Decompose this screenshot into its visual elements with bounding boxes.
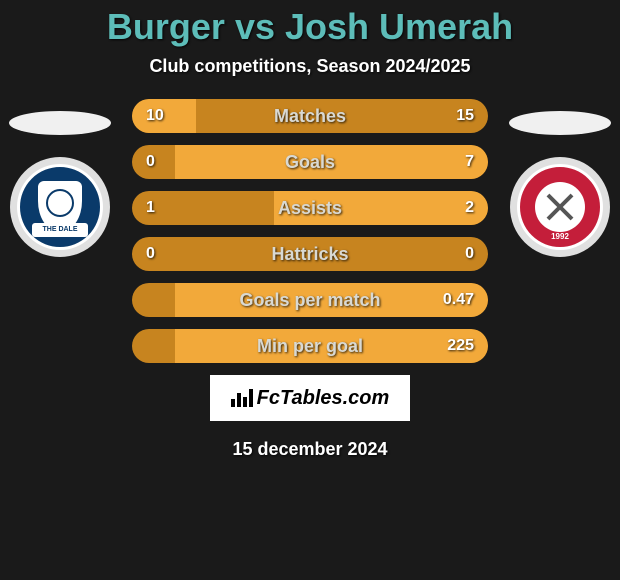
stat-value-right: 0.47 [443, 291, 474, 309]
stat-bar: 10Matches15 [132, 99, 488, 133]
player1-name: Burger [107, 6, 225, 47]
crest-left-banner: THE DALE [32, 223, 88, 237]
stat-value-right: 15 [456, 107, 474, 125]
crest-left-inner: THE DALE [17, 164, 103, 250]
stat-label: Assists [132, 198, 488, 219]
date: 15 december 2024 [0, 439, 620, 460]
player1-ellipse [9, 111, 111, 135]
stat-bars: 10Matches150Goals71Assists20Hattricks0Go… [132, 99, 488, 363]
stat-value-right: 225 [447, 337, 474, 355]
stat-label: Min per goal [132, 336, 488, 357]
stat-bar: 1Assists2 [132, 191, 488, 225]
player1-crest: THE DALE [10, 157, 110, 257]
content-area: THE DALE 1992 10Matches150Goals71Assists… [0, 99, 620, 460]
watermark: FcTables.com [210, 375, 410, 421]
stat-value-right: 7 [465, 153, 474, 171]
chart-icon [231, 389, 253, 407]
stat-bar: 0Hattricks0 [132, 237, 488, 271]
stat-bar: Goals per match0.47 [132, 283, 488, 317]
player2-ellipse [509, 111, 611, 135]
stat-value-right: 2 [465, 199, 474, 217]
comparison-title: Burger vs Josh Umerah [0, 0, 620, 48]
stat-label: Goals [132, 152, 488, 173]
crest-right-year: 1992 [520, 232, 600, 241]
stat-value-right: 0 [465, 245, 474, 263]
stat-label: Hattricks [132, 244, 488, 265]
player2-crest: 1992 [510, 157, 610, 257]
vs-text: vs [235, 6, 275, 47]
stat-bar: 0Goals7 [132, 145, 488, 179]
stat-label: Matches [132, 106, 488, 127]
crest-right-inner: 1992 [517, 164, 603, 250]
stat-label: Goals per match [132, 290, 488, 311]
stat-bar: Min per goal225 [132, 329, 488, 363]
watermark-text: FcTables.com [257, 387, 390, 410]
subtitle: Club competitions, Season 2024/2025 [0, 56, 620, 77]
tools-icon [540, 187, 580, 227]
player2-name: Josh Umerah [285, 6, 513, 47]
crest-right-center [535, 182, 585, 232]
